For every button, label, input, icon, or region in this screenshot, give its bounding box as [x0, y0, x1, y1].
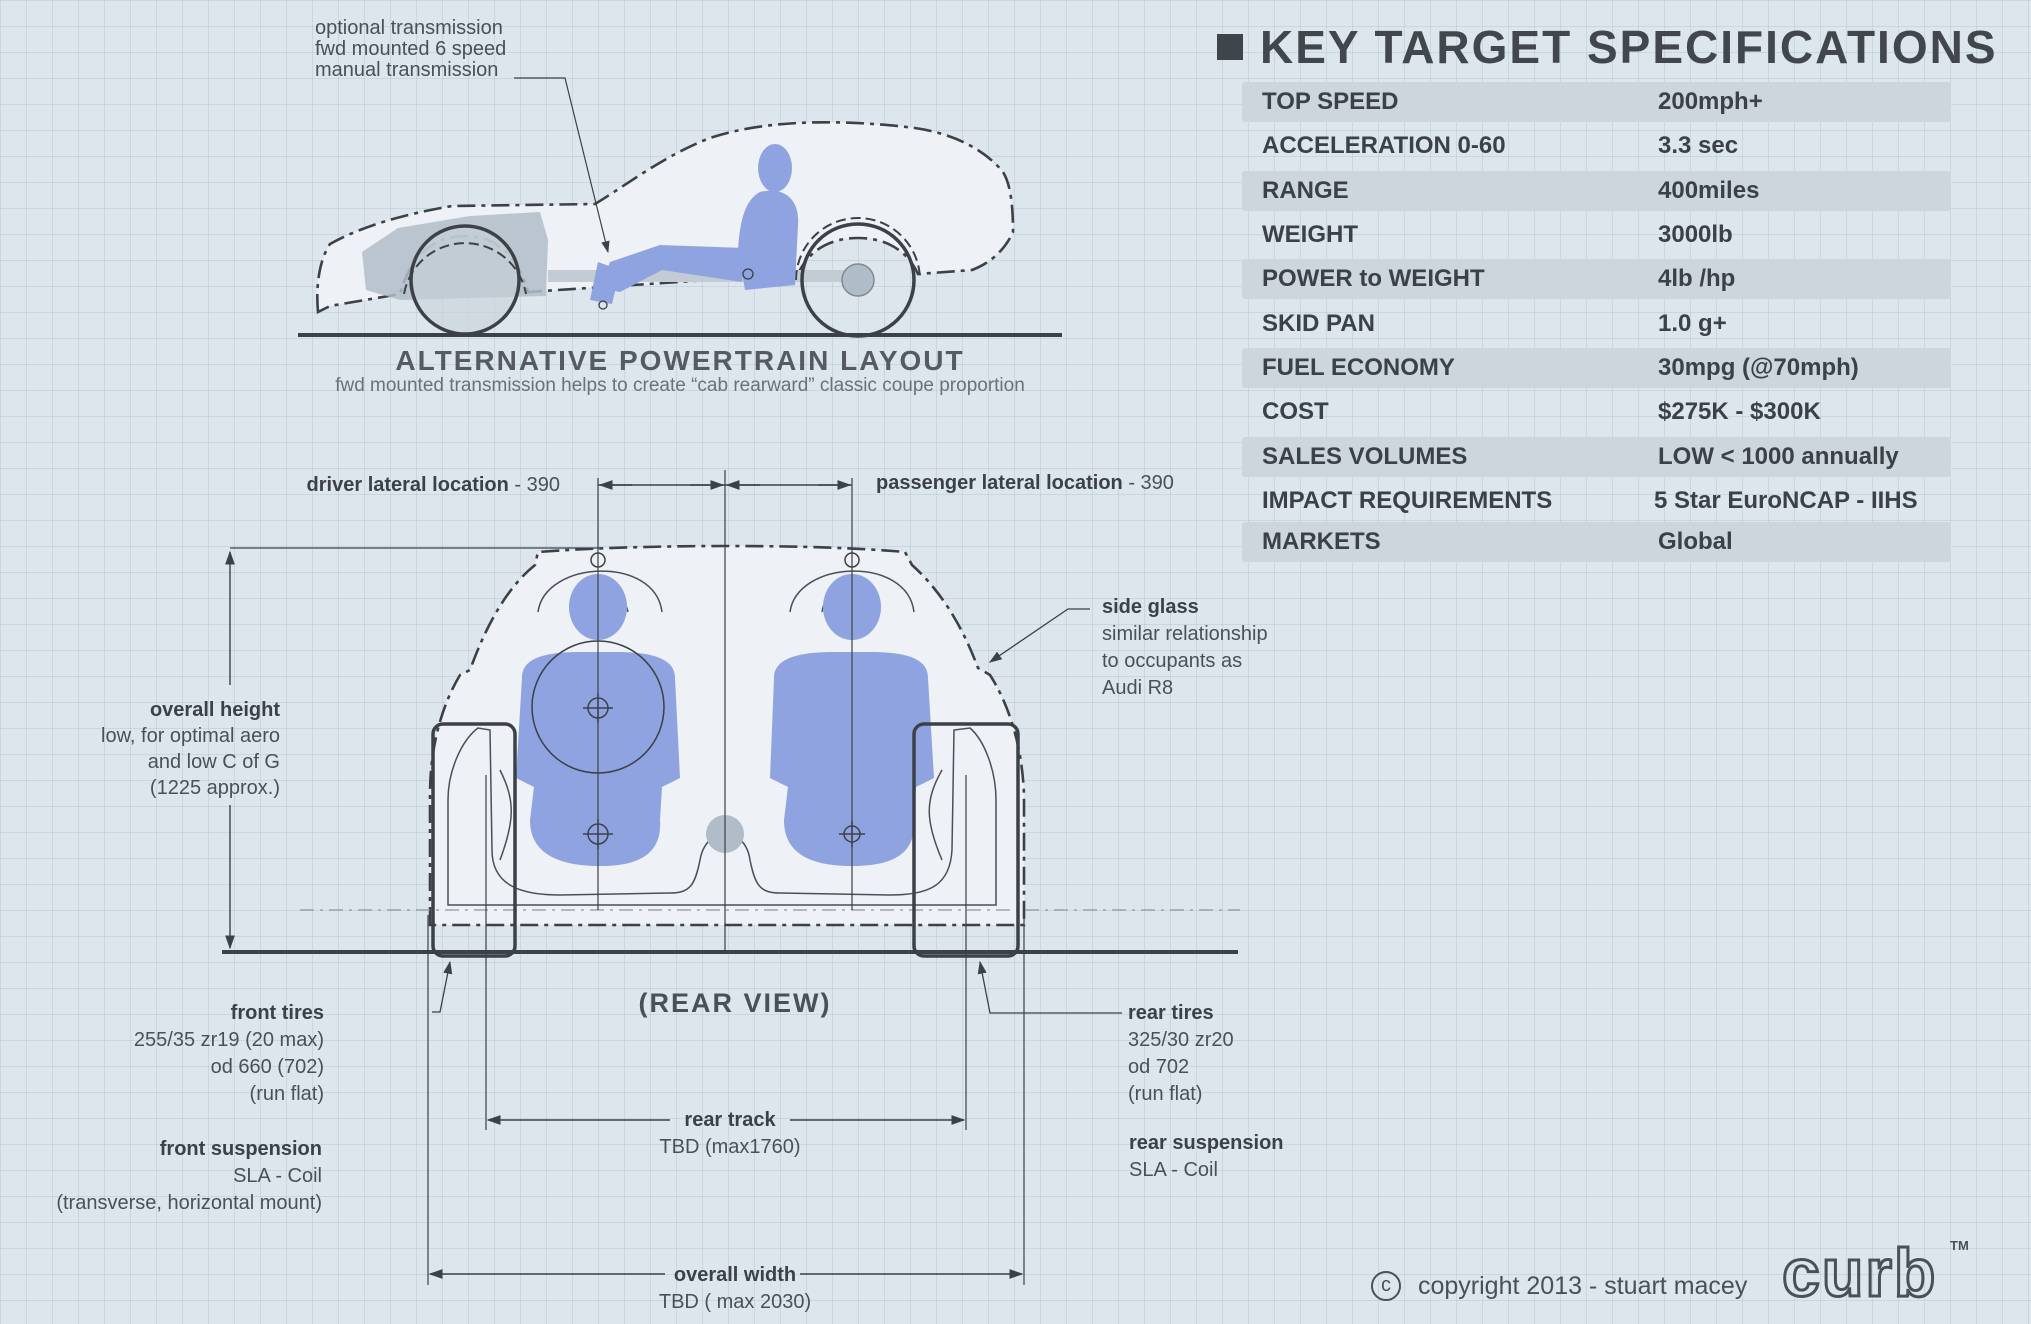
overall-height-note: overall height low, for optimal aero and… — [40, 697, 280, 801]
spec-label: POWER to WEIGHT — [1262, 265, 1485, 292]
spec-value: LOW < 1000 annually — [1658, 443, 1899, 470]
side-glass-line: Audi R8 — [1102, 677, 1174, 699]
spec-value: 4lb /hp — [1658, 265, 1736, 292]
spec-value: 200mph+ — [1658, 88, 1763, 115]
overall-height-line: low, for optimal aero — [101, 725, 280, 747]
rear-track-value: TBD (max1760) — [659, 1136, 801, 1158]
front-tires-line: (run flat) — [249, 1083, 324, 1105]
curb-logo: curb — [1780, 1234, 1938, 1313]
side-view-caption-subtitle: fwd mounted transmission helps to create… — [335, 375, 1025, 396]
spec-row: COST $275K - $300K — [1242, 392, 1951, 432]
spec-label: RANGE — [1262, 177, 1349, 204]
spec-row: WEIGHT 3000lb — [1242, 215, 1951, 255]
spec-label: COST — [1262, 398, 1329, 425]
copyright-icon: c — [1371, 1271, 1401, 1301]
driver-lateral-name: driver lateral location — [306, 474, 509, 496]
passenger-lateral-label: passenger lateral location - 390 — [876, 470, 1174, 496]
passenger-lateral-value: - 390 — [1122, 472, 1174, 494]
spec-value: 400miles — [1658, 177, 1760, 204]
front-suspension-line: (transverse, horizontal mount) — [56, 1192, 322, 1214]
side-glass-note: side glass similar relationship to occup… — [1102, 594, 1268, 702]
overall-width-note: overall width TBD ( max 2030) — [600, 1262, 870, 1316]
front-suspension-line: SLA - Coil — [233, 1165, 322, 1187]
front-tires-line: 255/35 zr19 (20 max) — [133, 1029, 324, 1051]
rear-track-note: rear track TBD (max1760) — [600, 1107, 860, 1161]
spec-row: ACCELERATION 0-60 3.3 sec — [1242, 126, 1951, 166]
transmission-note-line: optional transmission — [315, 17, 503, 39]
spec-label: TOP SPEED — [1262, 88, 1399, 115]
rear-tires-line: od 702 — [1128, 1056, 1190, 1078]
spec-value: 3000lb — [1658, 221, 1733, 248]
rear-tires-note: rear tires 325/30 zr20 od 702 (run flat) — [1128, 1000, 1234, 1108]
spec-value: 5 Star EuroNCAP - IIHS — [1654, 487, 1918, 514]
transmission-note-line: fwd mounted 6 speed — [315, 38, 507, 60]
driver-lateral-label: driver lateral location - 390 — [240, 472, 560, 498]
passenger-lateral-name: passenger lateral location — [876, 472, 1123, 494]
rear-tires-line: 325/30 zr20 — [1128, 1029, 1234, 1051]
overall-height-line: (1225 approx.) — [149, 777, 280, 799]
side-glass-line: similar relationship — [1102, 623, 1268, 645]
spec-label: SALES VOLUMES — [1262, 443, 1468, 470]
side-rear-wheel — [800, 222, 916, 338]
spec-value: Global — [1658, 528, 1733, 555]
spec-value: 30mpg (@70mph) — [1658, 354, 1859, 381]
spec-label: FUEL ECONOMY — [1262, 354, 1455, 381]
rear-tires-title: rear tires — [1128, 1002, 1214, 1024]
spec-value: 3.3 sec — [1658, 132, 1739, 159]
side-occupant — [590, 144, 799, 304]
side-glass-title: side glass — [1102, 596, 1199, 618]
rear-track-title: rear track — [684, 1109, 776, 1131]
driver-lateral-value: - 390 — [508, 474, 560, 496]
front-suspension-title: front suspension — [159, 1138, 322, 1160]
spec-value: $275K - $300K — [1658, 398, 1821, 425]
rear-view-drawing — [222, 470, 1240, 1285]
side-glass-line: to occupants as — [1102, 650, 1243, 672]
front-tires-line: od 660 (702) — [210, 1056, 324, 1078]
side-view-caption-title: ALTERNATIVE POWERTRAIN LAYOUT — [395, 345, 965, 376]
spec-title-bullet — [1217, 34, 1243, 60]
spec-label: SKID PAN — [1262, 310, 1375, 337]
rear-suspension-line: SLA - Coil — [1129, 1159, 1218, 1181]
spec-row: TOP SPEED 200mph+ — [1242, 82, 1951, 122]
overall-height-line: and low C of G — [147, 751, 280, 773]
transmission-note: optional transmission fwd mounted 6 spee… — [315, 18, 506, 81]
spec-row: FUEL ECONOMY 30mpg (@70mph) — [1242, 348, 1951, 388]
overall-width-title: overall width — [673, 1264, 797, 1286]
spec-label: WEIGHT — [1262, 221, 1358, 248]
rear-suspension-title: rear suspension — [1129, 1132, 1284, 1154]
spec-title: KEY TARGET SPECIFICATIONS — [1260, 21, 1998, 73]
front-tires-note: front tires 255/35 zr19 (20 max) od 660 … — [40, 1000, 324, 1108]
rear-tires-line: (run flat) — [1128, 1083, 1203, 1105]
spec-label: ACCELERATION 0-60 — [1262, 132, 1506, 159]
rear-left-tire — [431, 722, 517, 958]
spec-value: 1.0 g+ — [1658, 310, 1727, 337]
rear-hub — [841, 263, 875, 297]
spec-label: IMPACT REQUIREMENTS — [1262, 487, 1553, 514]
rear-view-label: (REAR VIEW) — [638, 988, 832, 1018]
spec-row: RANGE 400miles — [1242, 171, 1951, 211]
spec-row: SALES VOLUMES LOW < 1000 annually — [1242, 437, 1951, 477]
rear-suspension-note: rear suspension SLA - Coil — [1129, 1130, 1284, 1184]
side-front-wheel — [409, 224, 521, 336]
front-suspension-note: front suspension SLA - Coil (transverse,… — [20, 1136, 322, 1217]
spec-label: MARKETS — [1262, 528, 1381, 555]
overall-height-title: overall height — [149, 699, 280, 721]
spec-row: MARKETS Global — [1242, 522, 1951, 562]
copyright-text: copyright 2013 - stuart macey — [1418, 1272, 1748, 1300]
side-view-drawing — [298, 77, 1062, 338]
overall-width-value: TBD ( max 2030) — [658, 1291, 812, 1313]
trademark-mark: TM — [1950, 1238, 1969, 1253]
front-tires-title: front tires — [230, 1002, 324, 1024]
spec-row: IMPACT REQUIREMENTS 5 Star EuroNCAP - IIH… — [1242, 481, 1951, 521]
spec-row: POWER to WEIGHT 4lb /hp — [1242, 259, 1951, 299]
spec-row: SKID PAN 1.0 g+ — [1242, 304, 1951, 344]
transmission-leader — [514, 77, 610, 254]
transmission-note-line: manual transmission — [315, 59, 499, 81]
